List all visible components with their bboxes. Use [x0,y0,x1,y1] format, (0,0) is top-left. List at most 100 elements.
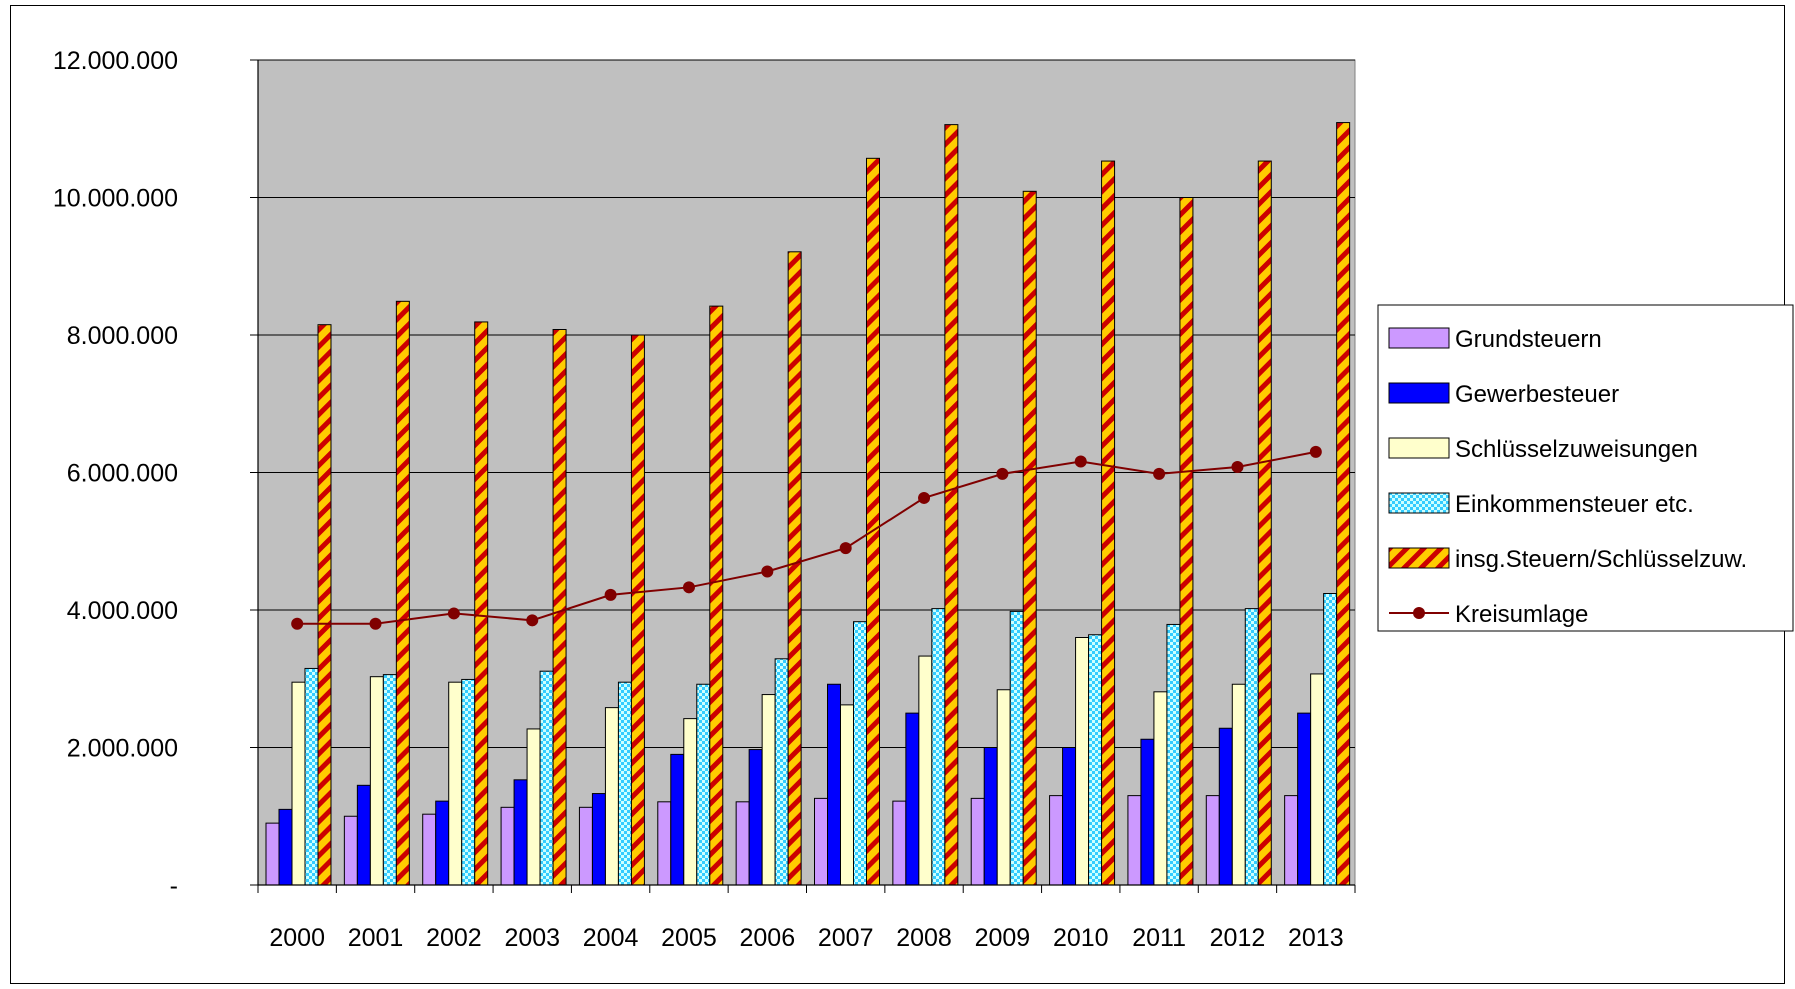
x-tick-label: 2000 [269,924,325,952]
bar [343,815,358,886]
line-point [604,588,617,601]
x-tick-label: 2006 [740,924,796,952]
legend-swatch [1388,492,1450,514]
bar [1127,795,1142,886]
legend-swatch [1388,327,1450,349]
bar [827,683,841,886]
line-point [918,491,931,504]
gridlines [258,59,1355,748]
bar [970,797,985,886]
x-tick-label: 2001 [348,924,404,952]
line-point [447,607,460,620]
bar [1088,634,1103,886]
y-tick-label: 10.000.000 [53,185,178,213]
legend-label: Einkommensteuer etc. [1455,491,1694,518]
x-tick-label: 2010 [1053,924,1109,952]
bar [630,334,645,886]
bar [578,806,593,886]
bar [422,813,437,886]
bar [317,324,332,886]
line-point [839,542,852,555]
bar [526,728,541,886]
bar [1062,747,1077,886]
y-tick-label: 2.000.000 [67,735,178,763]
bar [604,707,619,886]
bar [1336,122,1351,886]
bar [931,608,946,886]
bar [448,681,463,886]
legend-label: Gewerbesteuer [1455,381,1619,408]
bar [840,704,854,886]
bar [1022,190,1037,886]
line-point [1074,455,1087,468]
line-point [996,467,1009,480]
bar [1009,610,1024,886]
bar [1231,683,1246,886]
bar [1244,608,1259,886]
bar [735,801,750,886]
legend-swatch [1388,437,1450,459]
x-tick-label: 2013 [1288,924,1344,952]
bar [1205,795,1220,886]
bar [1075,637,1090,886]
bar [1179,197,1194,886]
bar [1310,673,1325,886]
bar [1257,160,1272,886]
bar [996,689,1011,886]
x-tick-label: 2012 [1210,924,1266,952]
bar [944,124,959,886]
legend-label: insg.Steuern/Schlüsselzuw. [1455,546,1747,573]
legend-label: Schlüsselzuweisungen [1455,436,1698,463]
bar [539,670,554,886]
line-point [682,581,695,594]
y-tick-label: 4.000.000 [67,597,178,625]
bar [1140,738,1155,886]
y-tick-label: - [170,872,178,900]
bar [814,797,828,886]
bar [1101,160,1116,886]
y-tick-label: 12.000.000 [53,47,178,75]
bar [670,753,685,886]
bar [892,800,907,886]
bar [513,779,528,886]
bar [853,621,867,886]
bar [552,329,567,886]
legend-label: Kreisumlage [1455,601,1588,628]
kreisumlage-line [291,445,1322,630]
bar [761,694,776,886]
bar [278,808,293,886]
y-tick-label: 8.000.000 [67,322,178,350]
bar [291,681,306,886]
line-point [1231,461,1244,473]
bar [983,747,998,886]
bar [683,718,698,886]
line-point [291,617,304,630]
bar [918,655,933,886]
bar [617,681,632,886]
bar [356,784,371,886]
bar [265,822,280,886]
legend-label: Grundsteuern [1455,326,1602,353]
bar [591,793,606,886]
bar [748,749,763,886]
legend-swatch [1388,382,1450,404]
x-tick-label: 2002 [426,924,482,952]
x-tick-label: 2011 [1132,924,1186,952]
bar [696,683,711,886]
bar [866,157,880,886]
bar [657,801,672,886]
bar [461,678,476,886]
bar [1284,795,1299,886]
bar [304,667,319,886]
line-point [761,565,774,578]
legend-swatch [1388,547,1450,569]
bar [500,806,515,886]
bar [787,251,802,886]
x-tick-label: 2005 [661,924,717,952]
legend: Grundsteuern Gewerbesteuer Schlüsselzuweis… [1377,304,1794,632]
bar [369,676,384,886]
kreisumlage-series-line [297,450,1317,625]
x-tick-label: 2007 [818,924,874,952]
bar [774,658,789,886]
